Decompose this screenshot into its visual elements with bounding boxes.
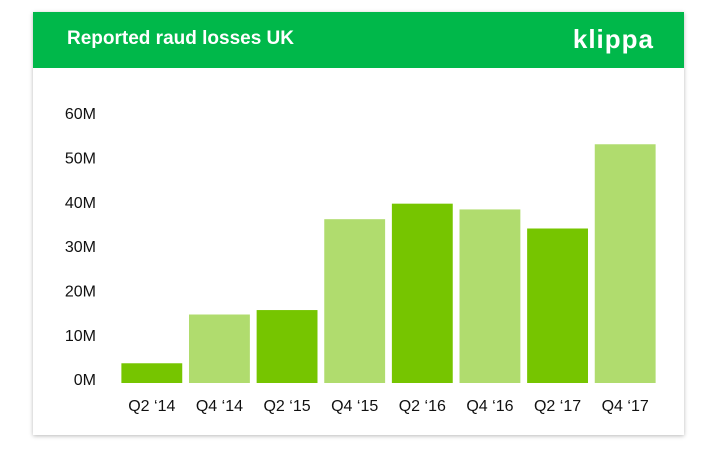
y-tick-label: 50M — [65, 151, 96, 168]
bar — [121, 363, 183, 383]
y-tick-label: 60M — [65, 106, 96, 123]
logo: klippa — [572, 24, 654, 54]
chart-title: Reported raud losses UK — [67, 28, 294, 49]
x-tick-label: Q4 ‘17 — [602, 398, 649, 415]
bar — [391, 203, 453, 383]
header: Reported raud losses UK klippa — [33, 12, 684, 68]
bar — [594, 144, 656, 383]
y-tick-label: 30M — [65, 239, 96, 256]
y-tick-label: 20M — [65, 284, 96, 301]
bar — [189, 314, 250, 383]
y-tick-label: 0M — [74, 372, 96, 389]
bar — [459, 209, 521, 383]
x-tick-label: Q4 ‘16 — [466, 398, 513, 415]
x-tick-label: Q4 ‘14 — [196, 398, 243, 415]
bar — [324, 219, 386, 383]
x-tick-label: Q2 ‘14 — [128, 398, 175, 415]
x-tick-label: Q2 ‘15 — [263, 398, 310, 415]
x-tick-label: Q2 ‘16 — [399, 398, 446, 415]
x-tick-label: Q4 ‘15 — [331, 398, 378, 415]
y-tick-label: 40M — [65, 195, 96, 212]
x-tick-label: Q2 ‘17 — [534, 398, 581, 415]
bar — [256, 310, 318, 383]
bar — [527, 228, 588, 383]
y-tick-label: 10M — [65, 328, 96, 345]
